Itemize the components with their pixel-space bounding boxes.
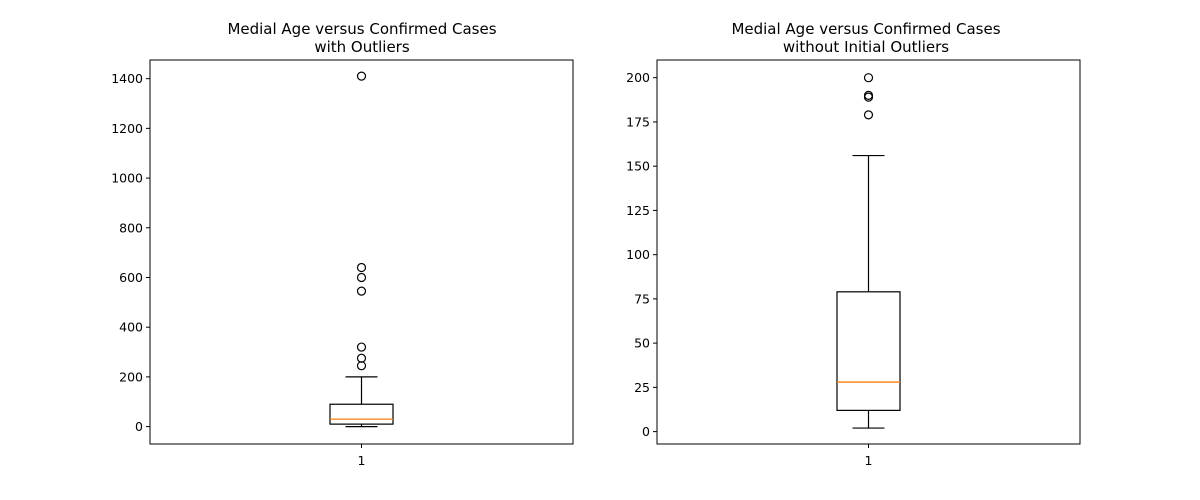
chart-1-ytick-label-1: 200 (119, 369, 143, 384)
chart-1-xtick-label: 1 (358, 453, 366, 468)
chart-2-ytick-label-6: 150 (626, 159, 650, 174)
chart-1-ytick-label-5: 1000 (111, 171, 143, 186)
chart-1-outlier-6 (356, 71, 367, 81)
chart-1-ytick-label-4: 800 (119, 220, 143, 235)
chart-2-outlier-0 (863, 110, 874, 120)
chart-1-ytick-label-7: 1400 (111, 71, 143, 86)
chart-2-outlier-3 (863, 73, 874, 83)
chart-2-title-line-2: without Initial Outliers (782, 38, 950, 56)
chart-2-xtick-label: 1 (865, 453, 873, 468)
chart-1-box (329, 403, 394, 425)
chart-1-outlier-0 (356, 361, 367, 371)
chart-1-title-line-2: with Outliers (314, 38, 410, 56)
chart-1-ytick-label-3: 600 (119, 270, 143, 285)
chart-2-ytick-label-4: 100 (626, 247, 650, 262)
chart-1-ytick-label-6: 1200 (111, 121, 143, 136)
chart-2-ytick-label-5: 125 (626, 203, 650, 218)
chart-2-ytick-label-2: 50 (634, 336, 650, 351)
chart-1-title-line-1: Medial Age versus Confirmed Cases (227, 20, 497, 38)
chart-2-ytick-label-0: 0 (642, 424, 650, 439)
chart-1-outlier-5 (356, 262, 367, 273)
chart-1-outlier-4 (356, 272, 367, 283)
chart-1-ytick-label-2: 400 (119, 320, 143, 335)
chart-2-outlier-2 (863, 90, 874, 100)
chart-1-outlier-3 (356, 286, 367, 296)
chart-1-outlier-2 (356, 342, 367, 352)
chart-2-ytick-label-1: 25 (634, 380, 650, 395)
chart-2-ytick-label-7: 175 (626, 114, 650, 129)
chart-2-ytick-label-3: 75 (634, 291, 650, 306)
chart-1-outlier-1 (356, 353, 367, 363)
chart-2-ytick-label-8: 200 (626, 70, 650, 85)
chart-2-title-line-1: Medial Age versus Confirmed Cases (731, 20, 1001, 38)
chart-2-box (836, 291, 901, 411)
chart-1-ytick-label-0: 0 (135, 419, 143, 434)
